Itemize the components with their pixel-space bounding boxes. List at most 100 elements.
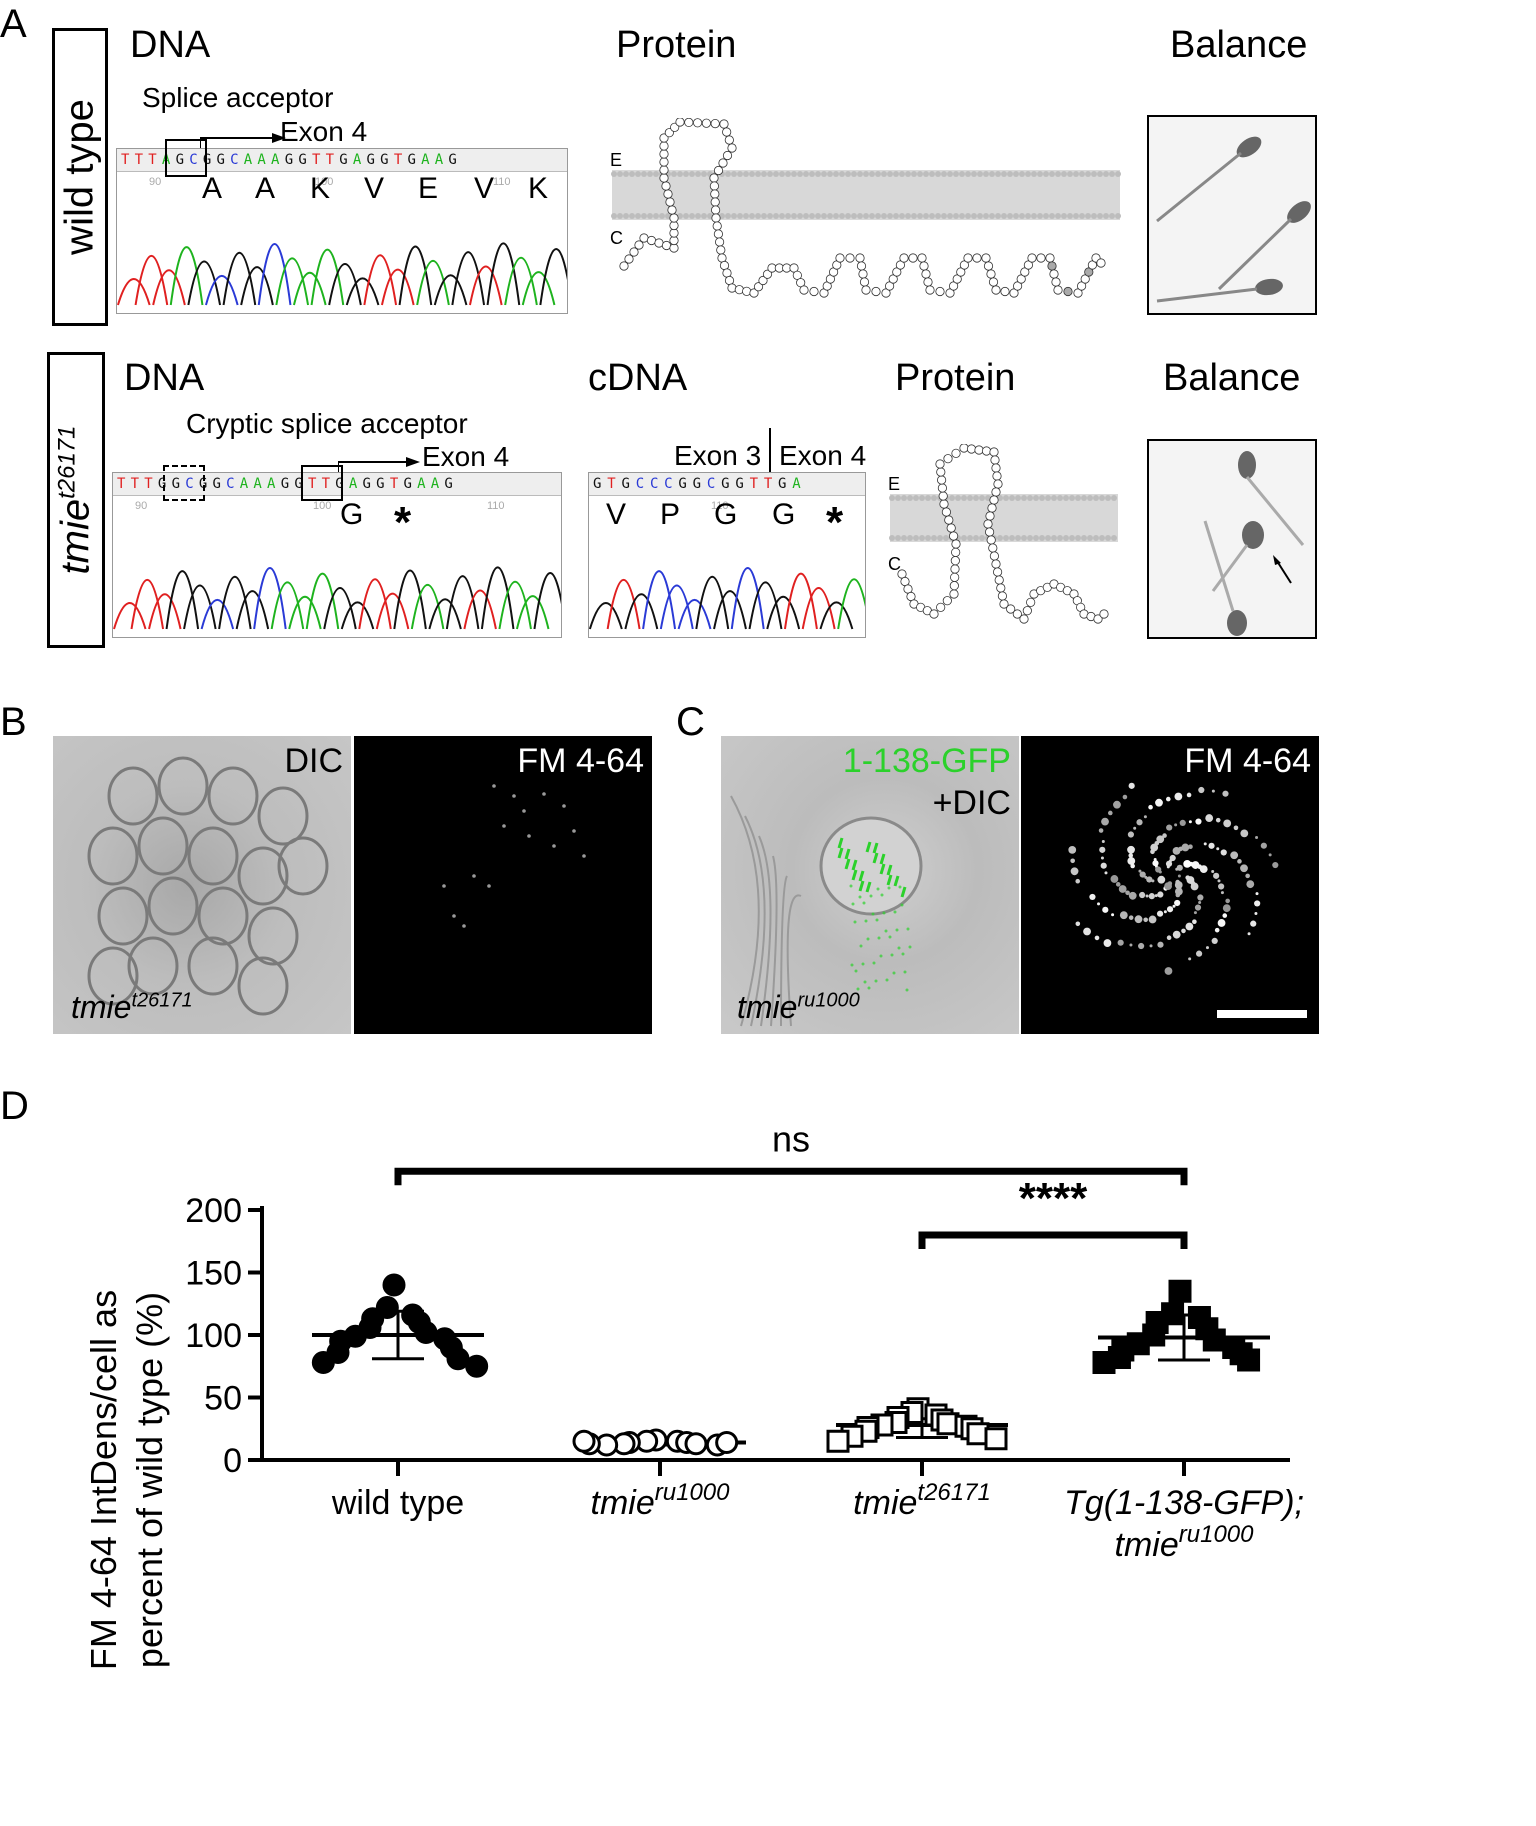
residue: [861, 285, 871, 295]
lipid-head: [857, 213, 863, 219]
gfp-puncta: [887, 886, 891, 890]
trace-peak: [695, 576, 730, 630]
hair-cell-bundle: [819, 816, 923, 916]
trace-peak: [169, 246, 204, 306]
fm-puncta: [1098, 828, 1104, 833]
wt-sequence: TTTAGCGGCAAAGGTTGAGGTGAAG: [117, 149, 567, 172]
trace-peak: [677, 598, 712, 630]
fm-puncta: [1134, 915, 1143, 924]
lipid-head: [947, 171, 953, 177]
base-letter: T: [607, 476, 622, 492]
trace-peak: [235, 590, 270, 630]
residue: [981, 446, 992, 456]
lipid-head: [941, 213, 947, 219]
lipid-head: [1099, 495, 1105, 501]
significance-label: ns: [772, 1118, 810, 1159]
lipid-head: [1039, 495, 1045, 501]
fm-puncta: [1268, 853, 1272, 857]
fm-puncta: [1143, 917, 1148, 923]
data-point: [1168, 1279, 1192, 1303]
lipid-head: [677, 171, 683, 177]
lipid-head: [845, 171, 851, 177]
lipid-head: [1105, 535, 1111, 541]
residue: [713, 229, 724, 239]
lipid-head: [791, 213, 797, 219]
fm-puncta: [1167, 881, 1173, 886]
lipid-head: [779, 171, 785, 177]
lipid-head: [947, 213, 953, 219]
fm-puncta: [1154, 894, 1158, 898]
cdna-tick-110: 110: [711, 500, 729, 512]
residue: [951, 448, 961, 458]
lipid-head: [887, 213, 893, 219]
gfp-stereocilia: [872, 852, 879, 864]
residue: [991, 559, 1001, 569]
lipid-head: [1067, 171, 1073, 177]
lipid-head: [917, 171, 923, 177]
panel-b-genotype: tmiet26171: [71, 989, 193, 1025]
cell-outline: [197, 886, 249, 946]
gfp-puncta: [859, 944, 863, 948]
gfp-puncta: [850, 963, 854, 967]
lipid-head: [973, 495, 979, 501]
residue: [937, 483, 948, 493]
residue: [709, 181, 720, 191]
fm-puncta: [472, 874, 476, 878]
fm-puncta: [1099, 846, 1106, 853]
lipid-head: [623, 213, 629, 219]
lipid-head: [737, 213, 743, 219]
base-letter: G: [376, 476, 390, 492]
trace-peak: [310, 248, 345, 306]
lipid-head: [961, 535, 967, 541]
mut-arrow: [1276, 560, 1292, 584]
residue: [989, 495, 999, 505]
trace-peak: [257, 243, 292, 306]
lipid-head: [995, 171, 1001, 177]
fm-puncta: [1143, 815, 1147, 819]
lipid-head: [989, 213, 995, 219]
trace-peak: [275, 257, 310, 306]
fm-puncta: [1197, 894, 1204, 901]
lipid-head: [629, 213, 635, 219]
fm-puncta: [1150, 849, 1155, 855]
lipid-head: [929, 213, 935, 219]
fm-puncta: [1245, 873, 1250, 879]
lipid-head: [1103, 171, 1109, 177]
residue: [722, 150, 733, 161]
wt-row-label: wild type: [57, 99, 102, 255]
lipid-head: [1057, 535, 1063, 541]
fm-puncta: [1205, 814, 1214, 822]
lipid-head: [863, 171, 869, 177]
lipid-head: [635, 171, 641, 177]
residue: [710, 189, 720, 199]
fm-puncta: [1166, 906, 1174, 913]
gfp-puncta: [866, 937, 870, 941]
cell-outline: [237, 846, 289, 906]
residue: [992, 471, 1002, 481]
fm-puncta: [1198, 786, 1205, 794]
residue: [935, 459, 945, 469]
lipid-head: [875, 171, 881, 177]
residue: [949, 531, 959, 541]
base-letter: T: [134, 152, 149, 168]
gfp-stereocilia: [865, 841, 872, 853]
fm-puncta: [1214, 927, 1220, 933]
cdna-trace-svg: 110: [589, 500, 865, 630]
fm-puncta: [1188, 820, 1192, 824]
lipid-head: [767, 171, 773, 177]
base-letter: G: [692, 476, 707, 492]
residue: [1006, 604, 1016, 614]
lipid-head: [1049, 171, 1055, 177]
residue: [944, 515, 954, 525]
y-axis-label-line2: percent of wild type (%): [129, 1292, 170, 1668]
residue: [951, 547, 961, 557]
fm-puncta: [1217, 879, 1221, 883]
lipid-head: [1081, 535, 1087, 541]
lipid-head: [797, 213, 803, 219]
lipid-head: [1105, 495, 1111, 501]
residue: [758, 275, 768, 286]
lipid-head: [749, 171, 755, 177]
fm-puncta: [1222, 790, 1229, 797]
y-tick-label: 150: [185, 1255, 242, 1293]
base-letter: G: [284, 152, 299, 168]
